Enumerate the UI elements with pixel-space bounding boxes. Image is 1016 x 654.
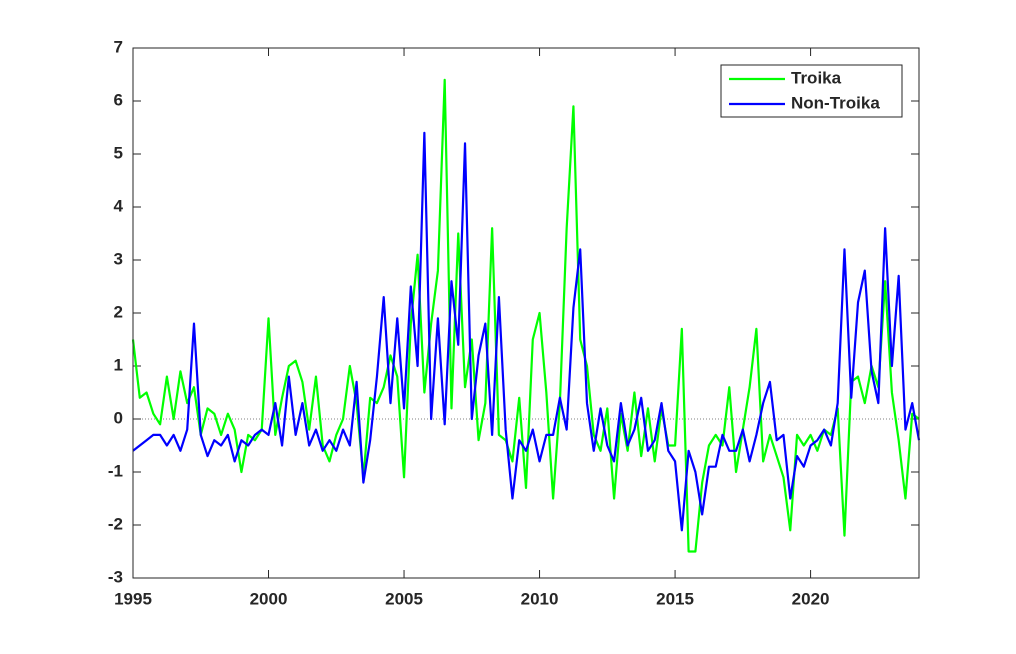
y-tick-label: -1 — [108, 461, 123, 480]
axes-box — [132, 47, 920, 579]
y-tick-label: 1 — [114, 355, 123, 374]
series-line — [132, 131, 921, 532]
x-tick-label: 1995 — [114, 589, 152, 608]
series-line — [131, 78, 920, 553]
x-tick-label: 2015 — [656, 589, 694, 608]
x-tick-label: 2000 — [250, 589, 288, 608]
y-tick-label: 7 — [114, 37, 123, 56]
x-tick-label: 2005 — [385, 589, 423, 608]
y-tick-label: -3 — [108, 567, 123, 586]
y-tick-label: 6 — [114, 90, 123, 109]
y-tick-label: 4 — [114, 196, 124, 215]
legend-label: Non-Troika — [791, 93, 880, 112]
x-tick-label: 2020 — [792, 589, 830, 608]
legend-label: Troika — [791, 68, 842, 87]
x-tick-label: 2010 — [521, 589, 559, 608]
y-tick-label: 2 — [114, 302, 123, 321]
y-tick-label: 0 — [114, 408, 123, 427]
legend-box — [720, 64, 903, 118]
y-tick-label: -2 — [108, 514, 123, 533]
plot-area — [133, 48, 919, 578]
y-tick-label: 5 — [114, 143, 123, 162]
y-tick-label: 3 — [114, 249, 123, 268]
